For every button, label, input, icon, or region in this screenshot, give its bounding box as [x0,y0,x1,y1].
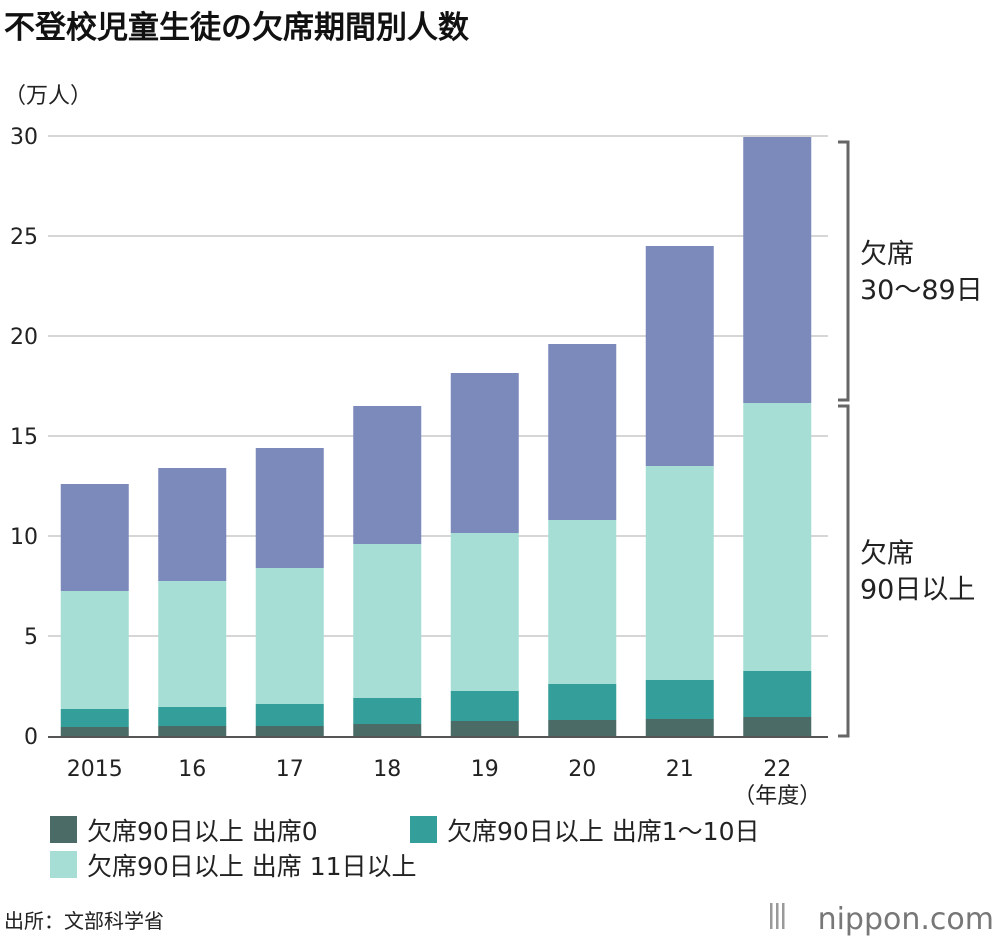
legend-label: 欠席90日以上 出席1〜10日 [447,817,759,846]
bar-segment [450,721,519,736]
bar-stack [645,246,714,736]
bar-segment [255,568,324,704]
bar-segment [60,591,129,709]
x-tick-label: 22 [763,757,791,782]
bar-segment [548,344,617,520]
bar-segment [645,719,714,736]
bars [60,137,812,736]
y-tick-label: 15 [10,425,38,450]
brand-logo: nippon.com [770,902,994,937]
x-tick-label: 18 [373,757,401,782]
brand-mark-bar [776,903,779,929]
bar-segment [60,727,129,736]
bar-segment [353,698,422,724]
bar-segment [158,468,227,581]
legend-swatch [410,816,437,843]
x-tick-label: 20 [568,757,596,782]
legend-swatch [50,816,77,843]
bracket-label: 30〜89日 [860,275,983,306]
bar-segment [158,726,227,736]
bar-segment [255,704,324,726]
legend-item: 欠席90日以上 出席 11日以上 [50,851,417,881]
bar-stack [255,448,324,736]
bracket-line [838,140,850,402]
bracket-label: 欠席 [860,239,914,270]
bar-segment [645,680,714,719]
x-tick-label: 19 [471,757,499,782]
x-tick-label: 16 [178,757,206,782]
legend-item: 欠席90日以上 出席0 [50,816,318,846]
bar-stack [450,373,519,736]
bar-segment [450,691,519,721]
bar-segment [743,403,812,671]
bar-segment [353,544,422,698]
bar-segment [60,484,129,591]
bar-segment [353,724,422,736]
y-tick-label: 0 [24,725,38,750]
bar-segment [255,448,324,568]
x-tick-label: 21 [666,757,694,782]
bar-stack [743,137,812,736]
y-tick-label: 25 [10,225,38,250]
brand-name: nippon.com [818,902,994,937]
bar-stack [548,344,617,736]
bar-segment [743,717,812,736]
bar-segment [548,684,617,720]
bar-stack [353,406,422,736]
bar-segment [743,137,812,403]
bar-segment [60,709,129,727]
legend-item: 欠席90日以上 出席1〜10日 [410,816,759,846]
brand-mark-bar [782,903,785,929]
x-axis-ticks: 2015 16 17 18 19 20 21 22 [67,757,792,782]
source-note: 出所：文部科学省 [4,909,164,933]
y-tick-label: 30 [10,125,38,150]
bar-stack [60,484,129,736]
bar-segment [450,533,519,691]
y-axis-ticks: 0 5 10 15 20 25 30 [10,125,38,750]
bar-segment [645,246,714,466]
chart-title: 不登校児童生徒の欠席期間別人数 [4,10,469,46]
y-tick-label: 10 [10,525,38,550]
bar-segment [353,406,422,544]
bar-segment [158,581,227,707]
bracket-label: 欠席 [860,539,914,570]
bar-stack [158,468,227,736]
bar-segment [743,671,812,717]
y-tick-label: 5 [24,625,38,650]
y-tick-label: 20 [10,325,38,350]
y-axis-unit-label: （万人） [4,84,92,109]
legend-label: 欠席90日以上 出席 11日以上 [87,852,417,881]
legend-label: 欠席90日以上 出席0 [87,817,318,846]
x-tick-label: 17 [276,757,304,782]
bracket-label: 90日以上 [860,575,975,606]
bar-segment [158,707,227,726]
bar-segment [450,373,519,533]
bar-segment [645,466,714,680]
bar-segment [548,520,617,684]
x-tick-label: 2015 [67,757,123,782]
bar-segment [255,726,324,736]
brand-mark-bar [770,903,773,929]
x-axis-unit-label: （年度） [733,784,821,809]
bracket-line [838,404,850,738]
bar-segment [548,720,617,736]
legend-swatch [50,851,77,878]
